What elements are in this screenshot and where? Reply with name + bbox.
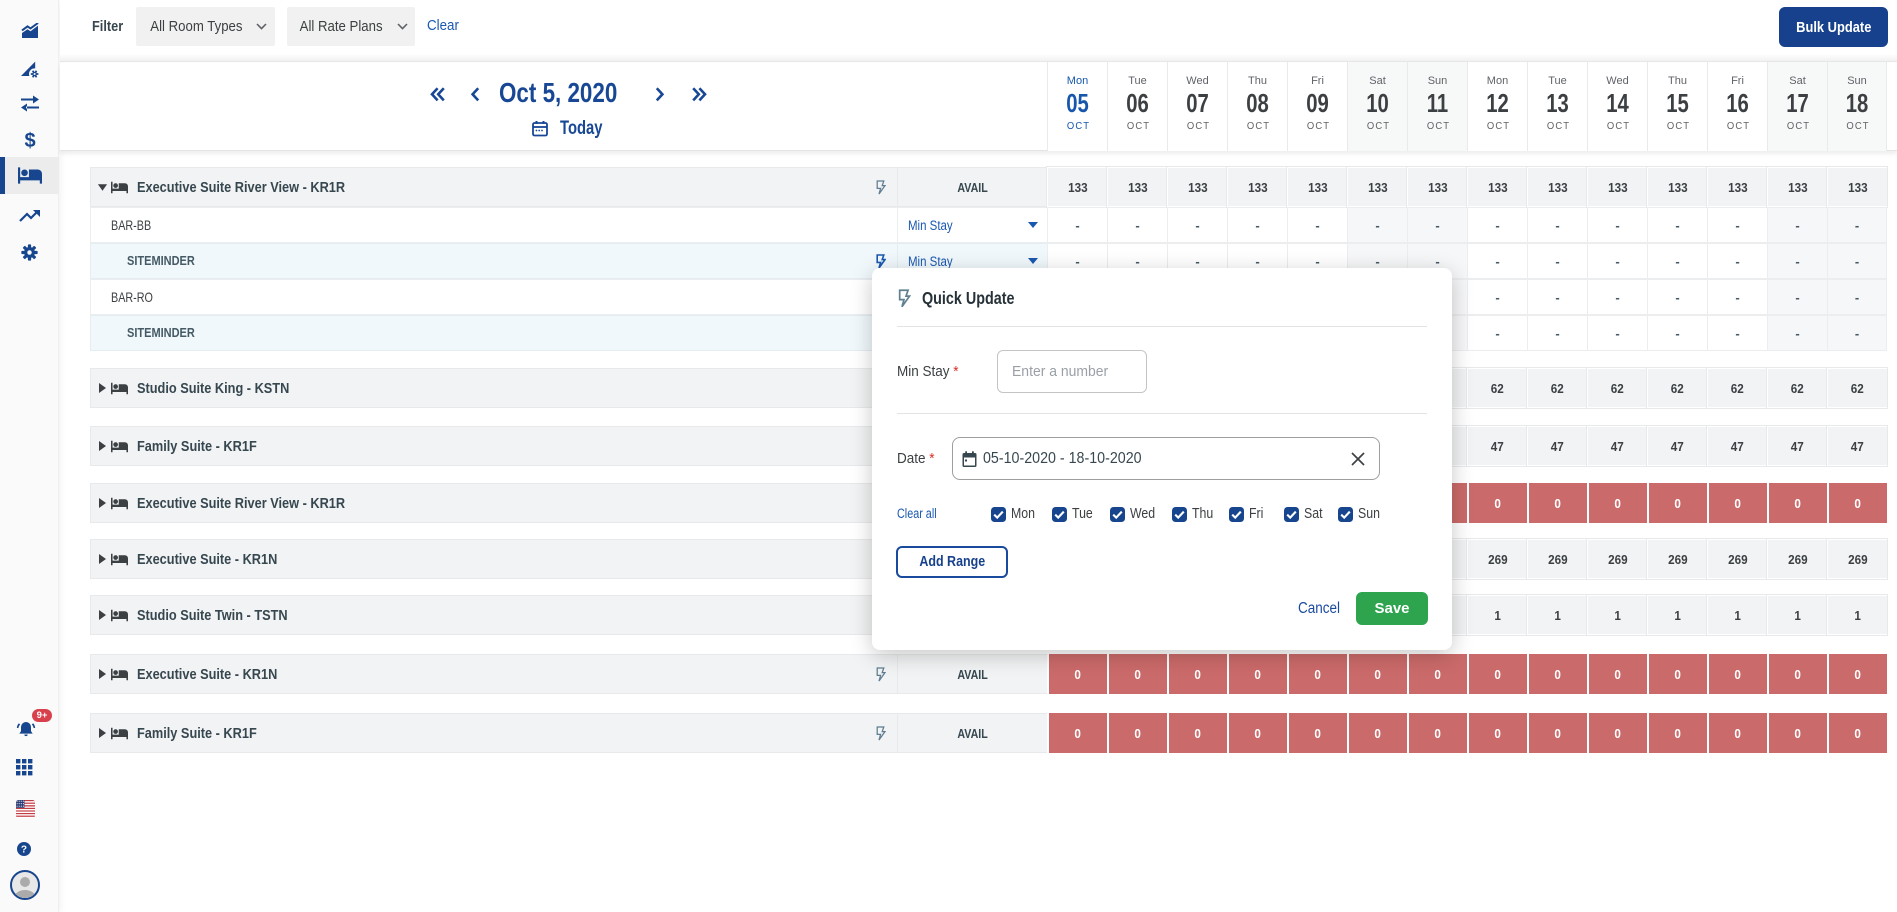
svg-text:?: ? [21,845,27,856]
svg-text:$: $ [24,130,35,151]
